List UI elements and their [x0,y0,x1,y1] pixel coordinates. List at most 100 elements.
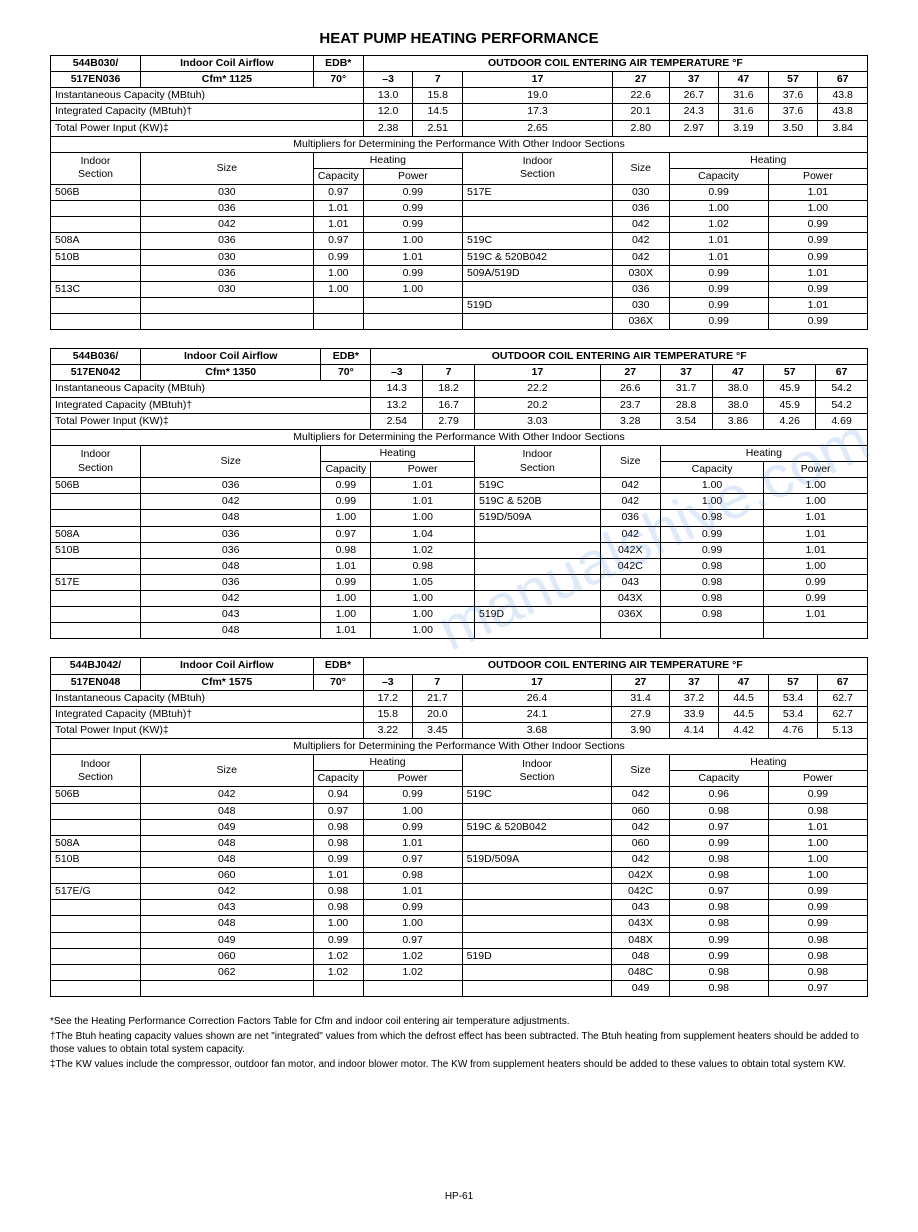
mult-section: 519C [474,478,600,494]
mult-pow [363,314,462,330]
mult-section: 506B [51,787,141,803]
mult-cap: 0.97 [669,884,768,900]
col-hdr: Capacity [669,168,768,184]
mult-cap: 0.97 [313,185,363,201]
mult-cap: 1.01 [321,623,371,639]
page-title: HEAT PUMP HEATING PERFORMANCE [50,30,868,47]
mult-section [51,607,141,623]
mult-pow: 0.99 [363,201,462,217]
data-cell: 26.6 [600,381,660,397]
footnotes: *See the Heating Performance Correction … [50,1015,868,1071]
mult-pow: 0.99 [768,900,867,916]
data-cell: 53.4 [768,690,818,706]
mult-pow: 1.00 [768,835,867,851]
data-cell: 27.9 [612,706,669,722]
col-hdr: Size [600,445,660,477]
mult-size: 048 [141,803,314,819]
mult-section [474,591,600,607]
mult-cap: 0.99 [313,932,363,948]
footnote: *See the Heating Performance Correction … [50,1015,868,1028]
mult-size: 060 [141,948,314,964]
data-cell: 62.7 [818,706,868,722]
col-hdr: Capacity [313,771,363,787]
mult-size: 042X [612,868,669,884]
mult-section: 519C & 520B [474,494,600,510]
mult-cap: 0.98 [669,980,768,996]
mult-pow: 0.98 [371,558,475,574]
mult-cap: 0.98 [669,851,768,867]
mult-size: 036 [600,510,660,526]
data-cell: 3.90 [612,722,669,738]
mult-pow: 0.99 [768,884,867,900]
data-cell: 20.2 [474,397,600,413]
data-cell: 2.54 [371,413,423,429]
temp-col: 17 [463,72,613,88]
col-hdr: Size [612,755,669,787]
mult-section: 517E [51,574,141,590]
temp-col: –3 [363,72,413,88]
data-cell: 44.5 [719,690,769,706]
mult-pow: 1.02 [363,964,462,980]
mult-size: 048 [141,851,314,867]
mult-cap: 0.94 [313,787,363,803]
mult-size: 042X [600,542,660,558]
mult-cap: 1.02 [313,964,363,980]
temp-col: 27 [612,674,669,690]
data-cell: 22.6 [612,88,669,104]
data-cell: 3.19 [719,120,769,136]
col-hdr: Heating [313,152,462,168]
mult-cap: 1.00 [321,591,371,607]
mult-cap: 1.02 [669,217,768,233]
data-cell: 13.2 [371,397,423,413]
mult-section: 509A/519D [463,265,613,281]
col-hdr: IndoorSection [51,755,141,787]
mult-size: 042 [141,884,314,900]
col-hdr: Capacity [669,771,768,787]
data-cell: 38.0 [712,397,764,413]
mult-cap: 0.99 [669,281,768,297]
mult-cap: 1.00 [660,478,764,494]
mult-section [51,964,141,980]
mult-size: 042 [612,819,669,835]
mult-section: 519D/509A [474,510,600,526]
mult-pow: 0.99 [363,900,462,916]
airflow-label: Indoor Coil Airflow [141,349,321,365]
data-cell: 3.86 [712,413,764,429]
mult-section [51,297,141,313]
mult-section [51,803,141,819]
mult-pow [764,623,868,639]
temp-col: 57 [768,72,818,88]
data-cell: 3.50 [768,120,818,136]
temp-col: 47 [719,674,769,690]
mult-pow: 0.98 [363,868,462,884]
mult-size: 036X [600,607,660,623]
mult-pow: 0.99 [768,233,867,249]
cfm-cell: Cfm* 1350 [141,365,321,381]
mult-pow: 1.00 [768,201,867,217]
mult-section [51,623,141,639]
data-cell: 19.0 [463,88,613,104]
mult-cap: 0.99 [669,932,768,948]
mult-cap: 0.99 [321,494,371,510]
mult-size: 036 [141,265,314,281]
mult-pow: 1.01 [768,297,867,313]
mult-size [141,314,314,330]
mult-pow: 1.00 [363,281,462,297]
mult-section: 513C [51,281,141,297]
col-hdr: IndoorSection [51,445,141,477]
mult-cap: 0.98 [313,884,363,900]
mult-section [51,868,141,884]
data-cell: 3.22 [363,722,413,738]
data-cell: 2.51 [413,120,463,136]
mult-section [51,510,141,526]
mult-section [462,932,612,948]
cfm-cell: Cfm* 1125 [141,72,314,88]
data-cell: 37.6 [768,88,818,104]
mult-size: 036 [141,574,321,590]
edb-value: 70° [321,365,371,381]
mult-section [462,964,612,980]
mult-cap: 0.98 [669,803,768,819]
mult-cap: 0.99 [669,948,768,964]
mult-cap: 0.98 [313,835,363,851]
mult-cap: 0.99 [669,835,768,851]
